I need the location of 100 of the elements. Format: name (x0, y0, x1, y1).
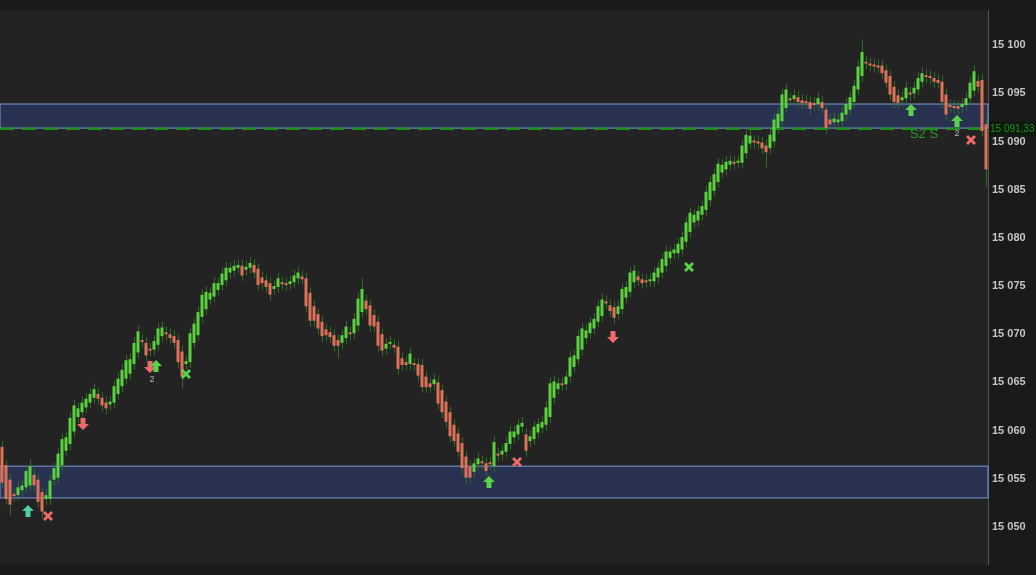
candlestick (264, 274, 268, 294)
candlestick (920, 66, 924, 89)
ref-line-label: 15 091,33 (990, 122, 1035, 134)
candlestick (628, 266, 632, 299)
candlestick (224, 261, 228, 287)
y-tick-label: 15 050 (992, 519, 1026, 532)
candlestick (220, 267, 224, 292)
candlestick (740, 139, 744, 170)
candlestick (160, 321, 164, 343)
candlestick (812, 96, 816, 112)
candlestick (28, 458, 32, 492)
candlestick (388, 335, 392, 351)
candlestick (688, 206, 692, 239)
candlestick (664, 245, 668, 273)
y-tick-label: 15 075 (992, 279, 1026, 292)
candlestick (100, 391, 104, 412)
candlestick (516, 418, 520, 441)
candlestick (884, 64, 888, 90)
candlestick (440, 383, 444, 419)
candlestick (24, 464, 28, 494)
candlestick (144, 336, 148, 362)
candlestick (620, 282, 624, 316)
candlestick (684, 216, 688, 249)
candlestick (120, 363, 124, 393)
candlestick (36, 473, 40, 509)
candlestick (720, 158, 724, 179)
candlestick (952, 99, 956, 115)
candlestick (764, 139, 768, 169)
candlestick (708, 175, 712, 207)
candlestick (88, 387, 92, 409)
candlestick (268, 276, 272, 301)
candlestick (320, 315, 324, 343)
candlestick (888, 69, 892, 101)
candlestick (896, 89, 900, 110)
candlestick (716, 157, 720, 189)
candlestick (588, 316, 592, 340)
candlestick (580, 322, 584, 356)
candlestick (704, 185, 708, 217)
candlestick (948, 98, 952, 114)
candlestick (696, 204, 700, 227)
candlestick (660, 252, 664, 279)
candlestick (280, 275, 284, 291)
candlestick (748, 129, 752, 150)
candlestick (924, 68, 928, 84)
candlestick (788, 91, 792, 107)
candlestick (712, 168, 716, 197)
candlestick (208, 286, 212, 306)
candlestick (596, 300, 600, 328)
candlestick (724, 155, 728, 176)
candlestick (340, 328, 344, 350)
y-tick-label: 15 090 (992, 134, 1026, 147)
candlestick (256, 262, 260, 292)
candlestick (568, 351, 572, 383)
candlestick (116, 372, 120, 401)
candlestick (412, 356, 416, 372)
candlestick (212, 276, 216, 303)
candlestick (316, 307, 320, 335)
candlestick (436, 376, 440, 410)
candlestick (124, 353, 128, 385)
candlestick (84, 392, 88, 414)
candlestick (576, 329, 580, 366)
candlestick (656, 261, 660, 284)
candlestick (600, 293, 604, 323)
candlestick (468, 459, 472, 484)
candlestick (928, 69, 932, 85)
y-tick-label: 15 055 (992, 471, 1026, 484)
candlestick (204, 285, 208, 316)
candlestick (420, 358, 424, 394)
candlestick (80, 396, 84, 419)
y-tick-label: 15 060 (992, 423, 1026, 436)
candlestick (972, 65, 976, 97)
y-tick-label: 15 100 (992, 38, 1026, 51)
candlestick (632, 264, 636, 289)
candlestick (892, 80, 896, 109)
annotation: S2 S (909, 125, 939, 141)
candlestick (508, 425, 512, 451)
candlestick (156, 322, 160, 352)
candlestick (536, 417, 540, 439)
y-tick-label: 15 070 (992, 327, 1026, 340)
candlestick (336, 333, 340, 359)
candlestick (92, 382, 96, 405)
candlestick (692, 208, 696, 229)
y-tick-label: 15 095 (992, 86, 1026, 99)
candlestick (744, 128, 748, 160)
candlestick (368, 299, 372, 332)
y-tick-label: 15 080 (992, 230, 1026, 243)
candlestick (772, 113, 776, 148)
candlestick (472, 456, 476, 479)
candlestick (284, 276, 288, 292)
candlestick (216, 276, 220, 297)
y-tick-label: 15 065 (992, 375, 1026, 388)
candlestick (808, 95, 812, 116)
candlestick (344, 320, 348, 345)
candlestick (16, 481, 20, 502)
candlestick (844, 97, 848, 121)
annotation: 2 (149, 374, 155, 385)
candlestick (524, 428, 528, 458)
y-tick-label: 15 085 (992, 182, 1026, 195)
candlestick (916, 71, 920, 96)
annotation: 2 (954, 128, 960, 139)
